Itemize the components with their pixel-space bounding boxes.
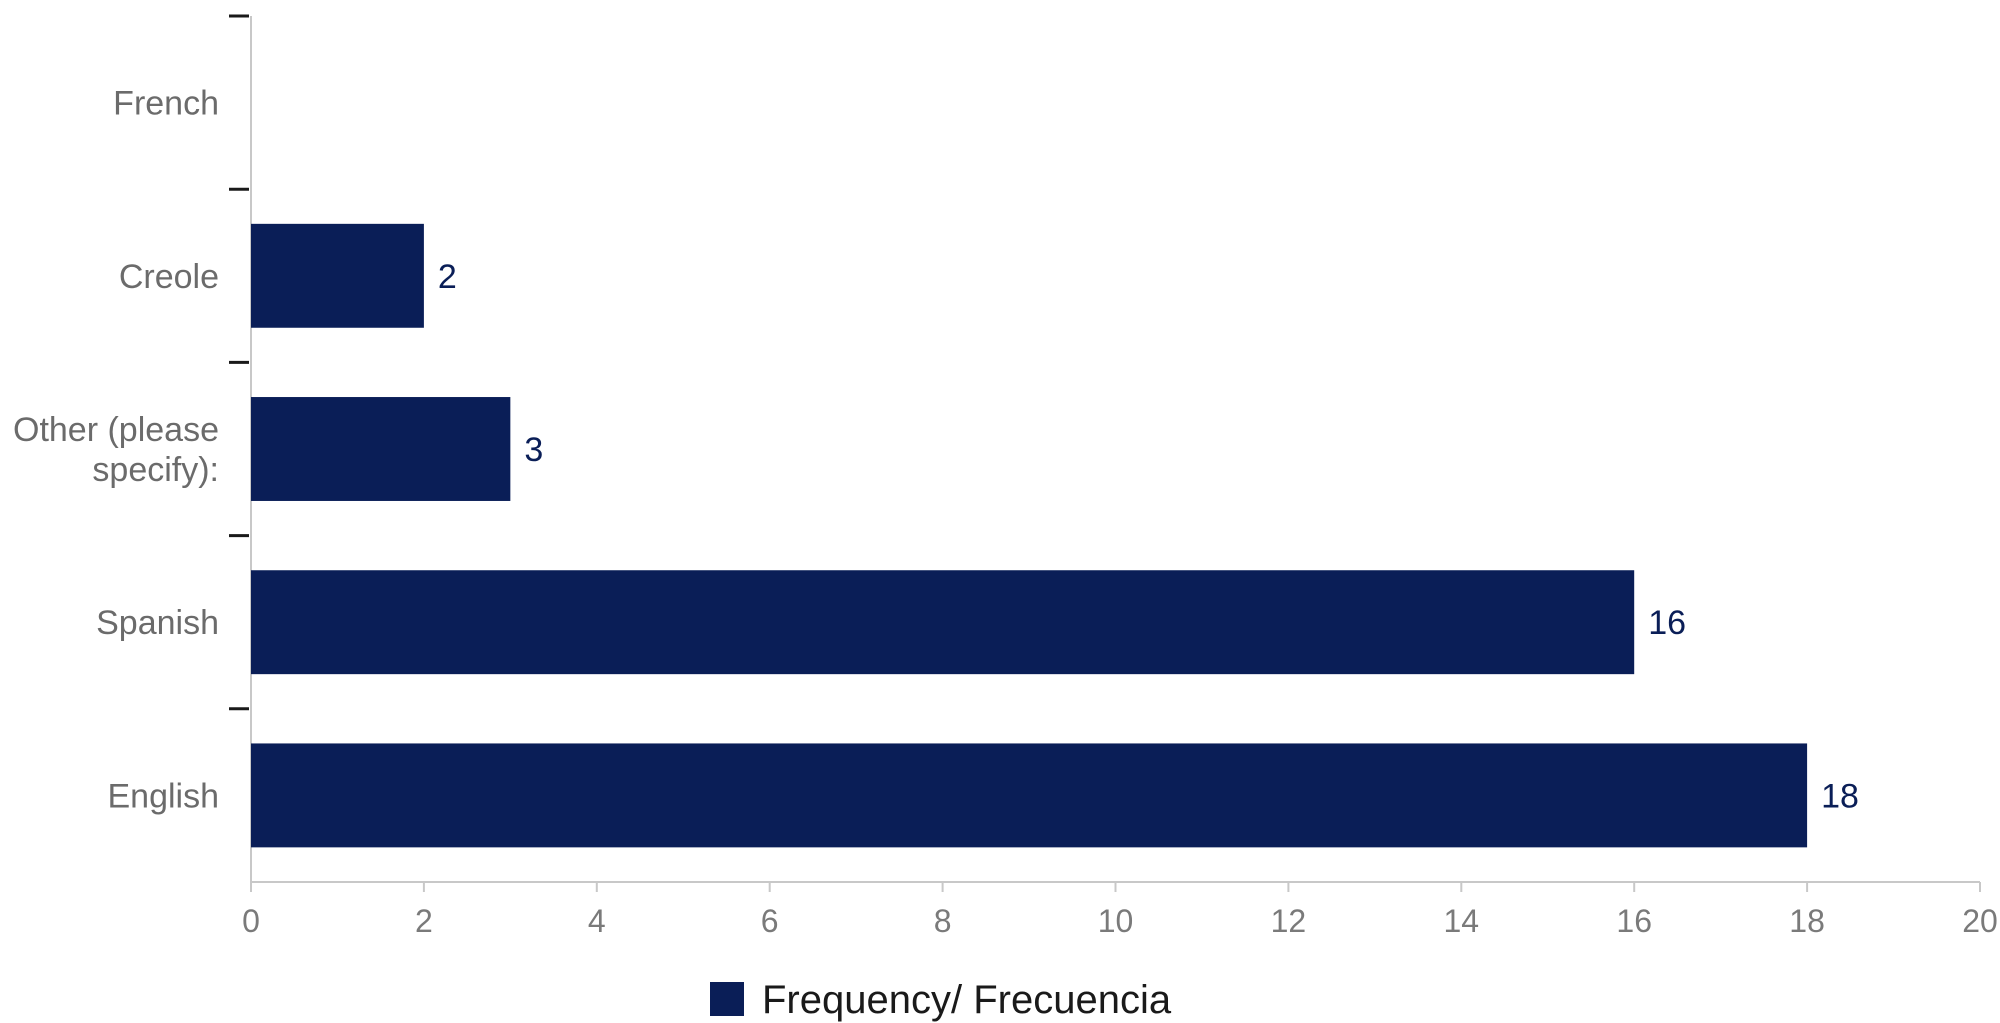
x-tick-label: 12 <box>1271 903 1307 939</box>
category-label: Other (please specify): <box>13 411 219 489</box>
data-label: 3 <box>524 431 543 469</box>
category-label: Spanish <box>96 604 219 642</box>
legend-label: Frequency/ Frecuencia <box>762 978 1172 1022</box>
x-tick-label: 8 <box>934 903 952 939</box>
x-tick-label: 0 <box>242 903 260 939</box>
x-tick-label: 14 <box>1444 903 1480 939</box>
bar-creole <box>251 223 424 328</box>
bar-english <box>251 743 1808 848</box>
data-label: 18 <box>1821 777 1859 815</box>
x-tick-label: 20 <box>1962 903 1998 939</box>
data-label: 2 <box>438 258 457 296</box>
x-tick-label: 10 <box>1098 903 1134 939</box>
bar-spanish <box>251 570 1635 675</box>
x-tick-label: 4 <box>588 903 606 939</box>
x-tick-label: 2 <box>415 903 433 939</box>
x-tick-label: 6 <box>761 903 779 939</box>
x-tick-label: 18 <box>1789 903 1825 939</box>
bar-other-please-specify <box>251 397 511 501</box>
data-label: 16 <box>1648 604 1686 642</box>
category-label: English <box>107 777 219 815</box>
category-label: Creole <box>119 258 219 296</box>
legend-swatch <box>710 982 744 1016</box>
x-tick-label: 16 <box>1616 903 1652 939</box>
category-label: French <box>113 85 219 123</box>
